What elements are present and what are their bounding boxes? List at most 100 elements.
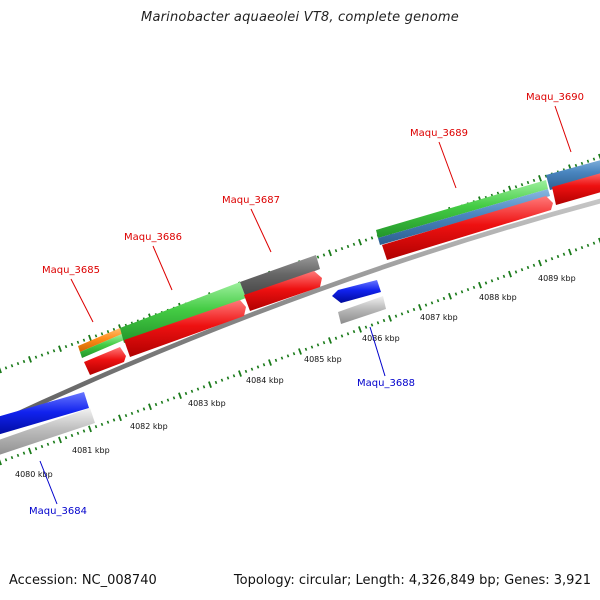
inner-minor-tick bbox=[334, 336, 338, 340]
outer-minor-tick bbox=[94, 334, 98, 338]
inner-minor-tick bbox=[190, 389, 194, 393]
gene-arrow-maqu-3687[interactable] bbox=[244, 271, 322, 311]
inner-minor-tick bbox=[544, 259, 548, 263]
outer-minor-tick bbox=[340, 247, 344, 251]
inner-major-tick bbox=[208, 381, 212, 389]
inner-minor-tick bbox=[46, 442, 50, 446]
inner-minor-tick bbox=[556, 254, 560, 259]
gene-bar-maqu-3688[interactable] bbox=[338, 296, 386, 324]
inner-major-tick bbox=[118, 414, 122, 422]
outer-minor-tick bbox=[502, 189, 506, 193]
gene-label-maqu-3689[interactable]: Maqu_3689 bbox=[410, 128, 468, 139]
gene-arrow-maqu-3686[interactable] bbox=[124, 300, 246, 357]
outer-minor-tick bbox=[22, 359, 26, 364]
inner-minor-tick bbox=[22, 451, 26, 455]
inner-minor-tick bbox=[406, 310, 410, 314]
gene-bar-maqu-3685-inner[interactable] bbox=[80, 334, 124, 358]
inner-minor-tick bbox=[160, 400, 164, 404]
gene-label-maqu-3690[interactable]: Maqu_3690 bbox=[526, 92, 584, 103]
inner-minor-tick bbox=[40, 444, 44, 449]
outer-minor-tick bbox=[34, 355, 38, 359]
inner-major-tick bbox=[328, 337, 332, 344]
gene-bar-maqu-3690[interactable] bbox=[546, 157, 600, 190]
outer-minor-tick bbox=[106, 330, 110, 334]
accession-text: Accession: NC_008740 bbox=[9, 573, 157, 588]
inner-minor-tick bbox=[466, 288, 470, 292]
outer-minor-tick bbox=[112, 327, 116, 332]
inner-minor-tick bbox=[586, 243, 590, 247]
inner-minor-tick bbox=[322, 341, 326, 345]
inner-major-tick bbox=[418, 303, 422, 311]
gene-label-maqu-3684[interactable]: Maqu_3684 bbox=[29, 506, 87, 517]
outer-minor-tick bbox=[526, 180, 530, 185]
leader-line-maqu-3689 bbox=[438, 141, 457, 189]
reverse-feature-track bbox=[0, 280, 386, 458]
gene-bar-maqu-3686[interactable] bbox=[120, 282, 246, 343]
outer-major-tick bbox=[598, 153, 600, 160]
inner-minor-tick bbox=[442, 296, 446, 301]
inner-minor-tick bbox=[214, 380, 218, 385]
inner-minor-tick bbox=[370, 323, 374, 327]
gene-bar-maqu-3687[interactable] bbox=[240, 255, 320, 298]
inner-minor-tick bbox=[364, 325, 368, 329]
outer-minor-tick bbox=[370, 236, 374, 240]
inner-minor-tick bbox=[82, 429, 86, 433]
inner-minor-tick bbox=[4, 458, 8, 462]
gene-arrow-maqu-3688[interactable] bbox=[332, 280, 381, 303]
inner-major-tick bbox=[148, 403, 152, 411]
gene-bar-maqu-3689-outer[interactable] bbox=[376, 180, 548, 238]
inner-major-tick bbox=[268, 359, 272, 366]
inner-minor-tick bbox=[592, 241, 596, 245]
outer-minor-tick bbox=[46, 351, 50, 355]
inner-major-tick bbox=[178, 392, 182, 400]
inner-minor-tick bbox=[424, 303, 428, 307]
gene-arrow-maqu-3690[interactable] bbox=[552, 170, 600, 205]
gene-bar-maqu-3685-outer[interactable] bbox=[78, 328, 122, 352]
inner-major-tick bbox=[238, 370, 242, 377]
inner-minor-tick bbox=[520, 268, 524, 272]
outer-minor-tick bbox=[544, 174, 548, 178]
gene-arrow-maqu-3684[interactable] bbox=[0, 392, 89, 437]
inner-minor-tick bbox=[460, 290, 464, 294]
outer-minor-tick bbox=[100, 332, 104, 336]
leader-line-maqu-3688 bbox=[369, 326, 386, 377]
outer-major-tick bbox=[358, 238, 362, 246]
outer-major-tick bbox=[0, 367, 2, 374]
inner-minor-tick bbox=[526, 265, 530, 270]
inner-minor-tick bbox=[136, 409, 140, 413]
gene-label-layer: Maqu_3684 Maqu_3685 Maqu_3686 Maqu_3687 Maqu… bbox=[29, 92, 584, 517]
inner-major-tick bbox=[568, 248, 572, 256]
inner-minor-tick bbox=[346, 332, 350, 336]
gene-label-maqu-3685[interactable]: Maqu_3685 bbox=[42, 265, 100, 276]
inner-minor-tick bbox=[514, 270, 518, 274]
outer-minor-tick bbox=[82, 338, 86, 342]
tick-label-layer: 4080 kbp 4081 kbp 4082 kbp 4083 kbp 4084 kbp… bbox=[15, 274, 576, 479]
gene-bar-maqu-3684[interactable] bbox=[0, 408, 95, 458]
inner-minor-tick bbox=[226, 376, 230, 380]
leader-line-maqu-3690 bbox=[554, 105, 572, 153]
gene-label-maqu-3688[interactable]: Maqu_3688 bbox=[357, 378, 415, 389]
outer-minor-tick bbox=[574, 163, 578, 168]
inner-major-tick bbox=[28, 447, 32, 455]
inner-major-tick bbox=[0, 459, 2, 466]
outer-minor-tick bbox=[514, 185, 518, 189]
inner-minor-tick bbox=[262, 363, 266, 367]
inner-major-tick bbox=[598, 237, 600, 244]
inner-minor-tick bbox=[574, 248, 578, 252]
tick-label-4081: 4081 kbp bbox=[72, 446, 110, 455]
inner-minor-tick bbox=[172, 396, 176, 400]
gene-label-maqu-3686[interactable]: Maqu_3686 bbox=[124, 232, 182, 243]
outer-minor-tick bbox=[52, 349, 56, 353]
gene-label-maqu-3687[interactable]: Maqu_3687 bbox=[222, 195, 280, 206]
inner-minor-tick bbox=[430, 301, 434, 305]
inner-minor-tick bbox=[124, 414, 128, 418]
inner-minor-tick bbox=[202, 385, 206, 389]
gene-arrow-maqu-3685[interactable] bbox=[84, 347, 126, 375]
outer-major-tick bbox=[328, 249, 332, 257]
gene-arrow-maqu-3689[interactable] bbox=[382, 196, 553, 260]
inner-minor-tick bbox=[310, 345, 314, 349]
inner-minor-tick bbox=[484, 281, 488, 285]
tick-label-4083: 4083 kbp bbox=[188, 399, 226, 408]
gene-bar-maqu-3689-inner[interactable] bbox=[378, 189, 550, 245]
outer-minor-tick bbox=[352, 242, 356, 246]
